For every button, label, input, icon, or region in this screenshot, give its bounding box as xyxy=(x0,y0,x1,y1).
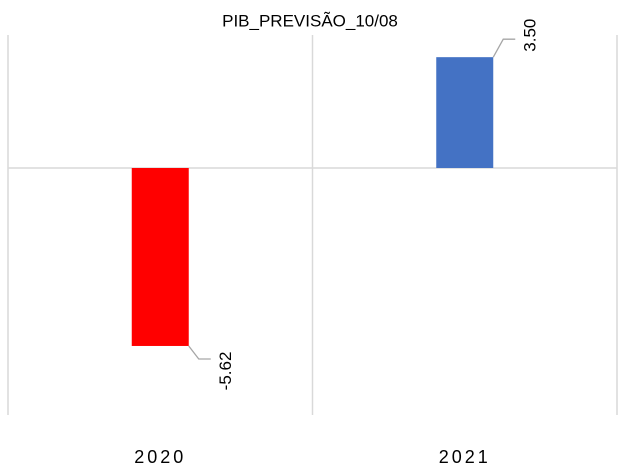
x-tick-label: 2021 xyxy=(439,447,491,467)
x-tick-label: 2020 xyxy=(134,447,186,467)
leader-line xyxy=(188,345,211,360)
data-label: 3.50 xyxy=(521,19,540,52)
chart-title: PIB_PREVISÃO_10/08 xyxy=(222,11,398,30)
bar xyxy=(436,57,494,168)
leader-line xyxy=(492,38,516,58)
data-label: -5.62 xyxy=(216,352,235,391)
bar xyxy=(131,168,189,346)
